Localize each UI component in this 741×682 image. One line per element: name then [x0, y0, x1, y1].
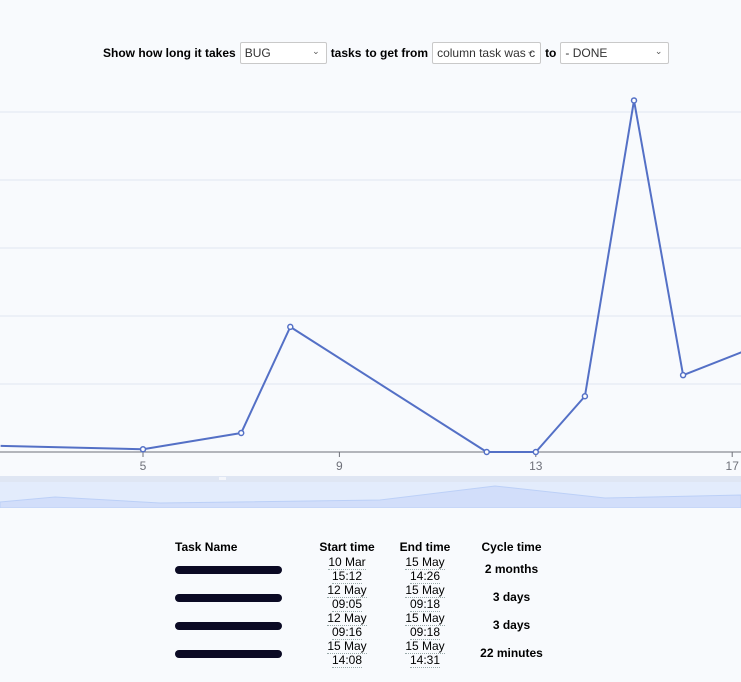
data-point[interactable]: [679, 371, 687, 379]
data-point[interactable]: [581, 392, 589, 400]
task-type-select[interactable]: BUG ⌄: [239, 42, 327, 64]
table-header-row: Task Name Start time End time Cycle time: [170, 538, 559, 555]
to-label: to: [545, 46, 557, 60]
redacted-task-name[interactable]: [175, 593, 282, 602]
data-point[interactable]: [139, 446, 147, 453]
header-start-time: Start time: [319, 539, 375, 554]
cycle-time-series-line: [0, 99, 741, 453]
cycle-time: 3 days: [492, 618, 531, 632]
redacted-task-name[interactable]: [175, 621, 282, 630]
end-time: 15 May 09:18: [405, 583, 445, 612]
data-point[interactable]: [532, 448, 540, 456]
data-point[interactable]: [287, 323, 294, 331]
end-time: 15 May 14:26: [405, 555, 445, 584]
x-tick-label: 17: [726, 459, 740, 473]
chevron-down-icon: ⌄: [654, 46, 663, 56]
x-tick-label: 9: [336, 459, 343, 473]
table-row: 12 May 09:16 15 May 09:18 3 days: [170, 611, 559, 640]
x-tick-label: 13: [529, 459, 543, 473]
to-column-select[interactable]: - DONE ⌄: [560, 42, 670, 64]
from-label: to get from: [365, 46, 429, 60]
redacted-task-name[interactable]: [175, 565, 282, 574]
x-tick-label: 5: [140, 459, 147, 473]
end-time: 15 May 09:18: [405, 611, 445, 640]
task-type-value: BUG: [244, 46, 271, 60]
to-column-value: - DONE: [565, 46, 608, 60]
cycle-time-line-chart: 5 9 13 17: [0, 80, 741, 480]
end-time: 15 May 14:31: [405, 639, 445, 668]
header-cycle-time: Cycle time: [481, 539, 542, 554]
data-zoom-slider[interactable]: [0, 476, 741, 509]
start-time: 10 Mar 15:12: [328, 555, 366, 584]
prefix-label: Show how long it takes: [103, 46, 236, 60]
chevron-down-icon: ⌄: [312, 46, 320, 56]
from-column-select[interactable]: column task was c ⌄: [432, 42, 542, 64]
cycle-time-controls: Show how long it takes BUG ⌄ tasks to ge…: [103, 42, 673, 64]
tasks-label: tasks: [330, 46, 362, 60]
data-point[interactable]: [237, 429, 245, 437]
table-row: 10 Mar 15:12 15 May 14:26 2 months: [170, 555, 559, 584]
zoom-slider-graphic: [0, 476, 741, 509]
cycle-time: 2 months: [484, 562, 539, 576]
task-table: Task Name Start time End time Cycle time…: [170, 538, 559, 668]
data-point[interactable]: [630, 97, 638, 104]
table-row: 12 May 09:05 15 May 09:18 3 days: [170, 583, 559, 612]
redacted-task-name[interactable]: [175, 649, 282, 658]
cycle-time: 22 minutes: [480, 646, 543, 660]
header-end-time: End time: [399, 539, 451, 554]
chart-canvas: 5 9 13 17: [0, 97, 741, 473]
data-point[interactable]: [483, 448, 490, 456]
zoom-handle[interactable]: [219, 477, 226, 480]
start-time: 12 May 09:16: [327, 611, 367, 640]
start-time: 12 May 09:05: [327, 583, 367, 612]
header-task-name: Task Name: [175, 539, 238, 554]
start-time: 15 May 14:08: [327, 639, 367, 668]
from-column-value: column task was c: [437, 46, 536, 60]
table-row: 15 May 14:08 15 May 14:31 22 minutes: [170, 639, 559, 668]
chevron-down-icon: ⌄: [526, 46, 535, 56]
cycle-time: 3 days: [492, 590, 531, 604]
